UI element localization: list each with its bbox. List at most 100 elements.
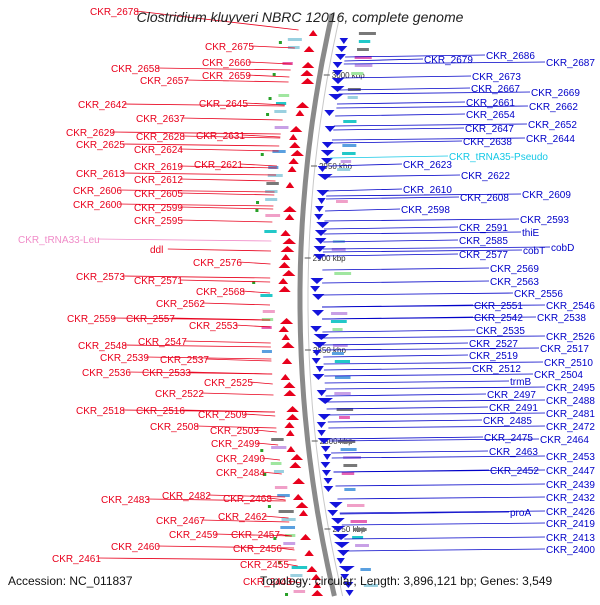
cog-block-right	[334, 360, 351, 363]
reverse-gene-arrow	[317, 166, 328, 172]
marker-dot	[260, 153, 264, 156]
reverse-gene-arrow	[331, 518, 345, 524]
reverse-gene-arrow	[332, 70, 343, 76]
reverse-gene-arrow	[338, 566, 355, 572]
gene-label-left: CKR_2536	[82, 368, 131, 379]
forward-gene-arrow	[281, 334, 291, 340]
marker-dot	[260, 449, 264, 452]
cog-block-right	[332, 344, 348, 347]
gene-label-right: trmB	[510, 377, 531, 388]
reverse-gene-arrow	[317, 198, 326, 204]
leader-line	[111, 131, 281, 135]
leader-line	[247, 61, 292, 65]
reverse-gene-arrow	[317, 430, 326, 436]
cog-block-right	[337, 168, 351, 171]
forward-gene-arrow	[289, 126, 303, 132]
forward-gene-arrow	[278, 286, 291, 292]
reverse-gene-arrow	[333, 534, 349, 540]
marker-dot	[252, 281, 256, 284]
reverse-gene-arrow	[310, 278, 324, 284]
cog-block-right	[358, 40, 371, 43]
leader-line	[333, 469, 546, 473]
reverse-gene-arrow	[331, 526, 345, 532]
reverse-gene-arrow	[330, 86, 345, 92]
gene-label-left: CKR_2576	[193, 258, 242, 269]
reverse-gene-arrow	[310, 286, 321, 292]
leader-line	[323, 239, 459, 243]
cog-block-left	[274, 126, 289, 129]
leader-line	[278, 547, 295, 551]
reverse-gene-arrow	[312, 294, 325, 300]
gene-label-left: CKR_2482	[162, 491, 211, 502]
cog-block-left	[261, 326, 272, 329]
reverse-gene-arrow	[320, 462, 331, 468]
leader-line	[322, 329, 476, 333]
cog-block-right	[352, 536, 364, 539]
gene-label-left: CKR_2548	[78, 341, 127, 352]
gene-label-left: ddl	[150, 245, 163, 256]
gene-label-left: CKR_2625	[76, 140, 125, 151]
gene-label-right: CKR_2452	[490, 466, 539, 477]
leader-line	[285, 563, 298, 567]
leader-line	[333, 123, 528, 127]
reverse-gene-arrow	[314, 238, 327, 244]
gene-label-left: CKR_2613	[76, 169, 125, 180]
cog-block-left	[274, 486, 288, 489]
cog-block-right	[340, 448, 357, 451]
gene-label-right: CKR_2485	[483, 416, 532, 427]
gene-label-left: CKR_2508	[150, 422, 199, 433]
gene-label-right: CKR_2413	[546, 533, 595, 544]
gene-label-right: CKR_2538	[537, 313, 586, 324]
leader-line	[183, 340, 271, 344]
cog-block-left	[266, 182, 279, 185]
leader-line	[181, 135, 281, 139]
reverse-gene-arrow	[323, 486, 334, 492]
marker-dot	[267, 505, 271, 508]
leader-line	[97, 557, 297, 561]
gene-label-right: CKR_2673	[472, 72, 521, 83]
gene-label-left: CKR_2658	[111, 64, 160, 75]
leader-line	[325, 393, 487, 397]
marker-dot	[255, 209, 259, 212]
reverse-gene-arrow	[324, 126, 336, 132]
kbp-label: 2800 kbp	[320, 437, 353, 446]
leader-line	[331, 137, 526, 141]
forward-gene-arrow	[278, 262, 291, 268]
cog-block-right	[354, 64, 373, 67]
cog-block-left	[293, 590, 306, 593]
forward-gene-arrow	[281, 358, 293, 364]
reverse-gene-arrow	[313, 334, 330, 340]
leader-line	[326, 406, 489, 410]
leader-line	[179, 178, 276, 182]
gene-label-right: CKR_2464	[540, 435, 589, 446]
forward-gene-arrow	[283, 382, 296, 388]
marker-dot	[272, 73, 276, 76]
kbp-label: 3000 kbp	[332, 71, 365, 80]
leader-line	[123, 103, 285, 107]
gene-label-left: CKR_2621	[194, 160, 243, 171]
gene-label-right: thiE	[522, 228, 540, 239]
leader-line	[263, 515, 289, 519]
leader-line	[156, 545, 295, 549]
leader-line	[336, 105, 529, 109]
forward-gene-arrow	[303, 46, 315, 52]
leader-line	[328, 425, 546, 429]
forward-gene-arrow	[280, 246, 295, 252]
reverse-gene-arrow	[312, 374, 325, 380]
cog-block-left	[260, 294, 273, 297]
leader-line	[121, 172, 277, 176]
forward-gene-arrow	[278, 326, 289, 332]
leader-line	[333, 127, 465, 131]
gene-label-right: CKR_2432	[546, 493, 595, 504]
leader-line	[250, 45, 295, 49]
leader-line	[327, 174, 461, 178]
gene-label-left: CKR_2629	[66, 128, 115, 139]
cog-block-left	[291, 566, 308, 569]
reverse-gene-arrow	[320, 150, 335, 156]
reverse-gene-arrow	[316, 222, 330, 228]
reverse-gene-arrow	[320, 158, 333, 164]
cog-block-left	[287, 46, 300, 49]
cog-block-left	[271, 438, 284, 441]
gene-label-right: CKR_2647	[465, 124, 514, 135]
gene-label-right: CKR_2488	[546, 396, 595, 407]
